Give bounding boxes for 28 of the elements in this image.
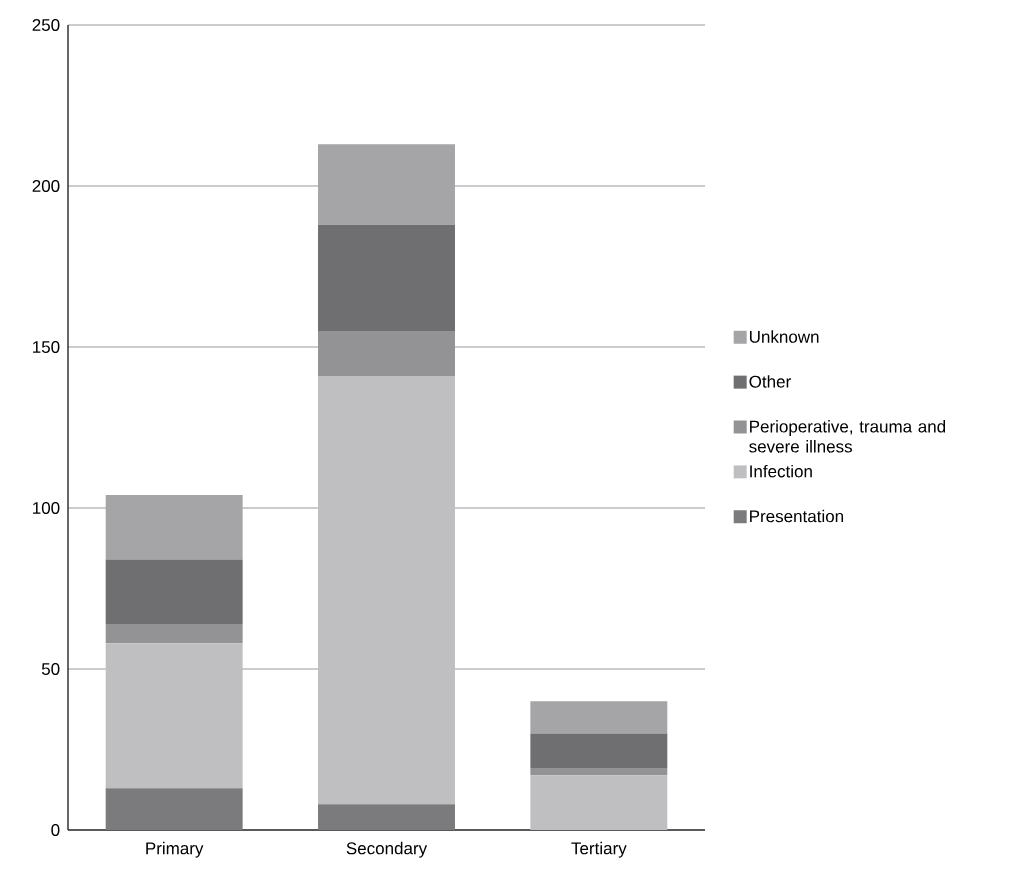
x-tick-label: Secondary — [346, 841, 428, 858]
legend-label: Perioperative, trauma and severe illness — [749, 420, 946, 453]
bar — [318, 804, 455, 830]
bar — [105, 495, 243, 560]
bar — [318, 375, 455, 805]
legend-label: Presentation — [750, 509, 844, 523]
bar — [318, 224, 455, 331]
y-tick-label: 250 — [32, 18, 60, 32]
legend-label: Infection — [750, 464, 812, 478]
bar — [105, 788, 243, 830]
y-tick-label: 200 — [32, 179, 60, 193]
y-tick-label: 0 — [51, 823, 60, 837]
bar — [530, 733, 668, 769]
bar — [105, 559, 243, 624]
bar — [530, 768, 668, 776]
bar — [105, 643, 243, 789]
bar — [530, 775, 668, 830]
bar — [530, 701, 668, 734]
bar — [105, 623, 243, 644]
x-tick-label: Primary — [146, 841, 204, 858]
legend-label: Unknown — [750, 330, 819, 343]
y-tick-label: 100 — [33, 501, 60, 515]
legend-label: Other — [749, 375, 791, 388]
bar — [318, 144, 455, 225]
y-tick-label: 50 — [41, 662, 60, 676]
y-tick-label: 150 — [33, 340, 60, 354]
x-tick-label: Tertiary — [571, 841, 627, 858]
bar — [318, 330, 455, 376]
